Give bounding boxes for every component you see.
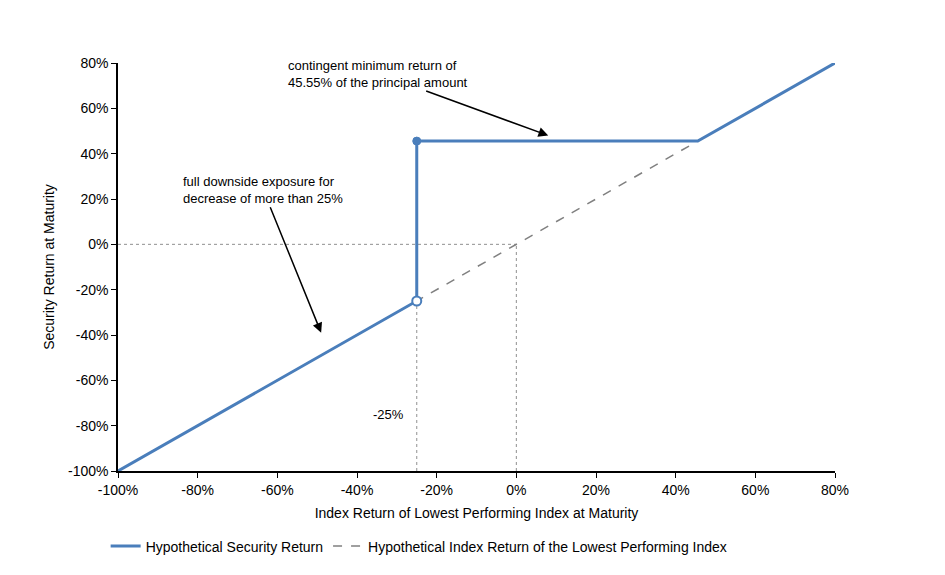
svg-text:Security Return at Maturity: Security Return at Maturity (41, 184, 57, 350)
svg-text:-100%: -100% (98, 482, 138, 498)
svg-text:Hypothetical Security Return: Hypothetical Security Return (146, 539, 323, 555)
svg-text:-80%: -80% (76, 418, 109, 434)
svg-text:0%: 0% (88, 236, 108, 252)
svg-text:-100%: -100% (68, 463, 108, 479)
svg-text:40%: 40% (80, 146, 108, 162)
svg-text:Index Return of Lowest Perform: Index Return of Lowest Performing Index … (315, 505, 639, 521)
svg-text:-60%: -60% (76, 372, 109, 388)
svg-text:20%: 20% (582, 482, 610, 498)
svg-text:-60%: -60% (261, 482, 294, 498)
svg-text:20%: 20% (80, 191, 108, 207)
svg-text:-25%: -25% (373, 407, 404, 422)
svg-text:contingent minimum return of45: contingent minimum return of45.55% of th… (288, 58, 468, 90)
svg-text:80%: 80% (821, 482, 849, 498)
svg-text:-80%: -80% (181, 482, 214, 498)
svg-text:-40%: -40% (76, 327, 109, 343)
svg-text:60%: 60% (80, 100, 108, 116)
svg-text:Hypothetical Index Return of t: Hypothetical Index Return of the Lowest … (368, 539, 727, 555)
svg-text:80%: 80% (80, 55, 108, 71)
svg-text:-20%: -20% (420, 482, 453, 498)
svg-text:-40%: -40% (341, 482, 374, 498)
svg-text:full downside exposure fordecr: full downside exposure fordecrease of mo… (183, 174, 343, 206)
svg-text:40%: 40% (662, 482, 690, 498)
svg-text:-20%: -20% (76, 282, 109, 298)
svg-text:60%: 60% (741, 482, 769, 498)
svg-text:0%: 0% (506, 482, 526, 498)
